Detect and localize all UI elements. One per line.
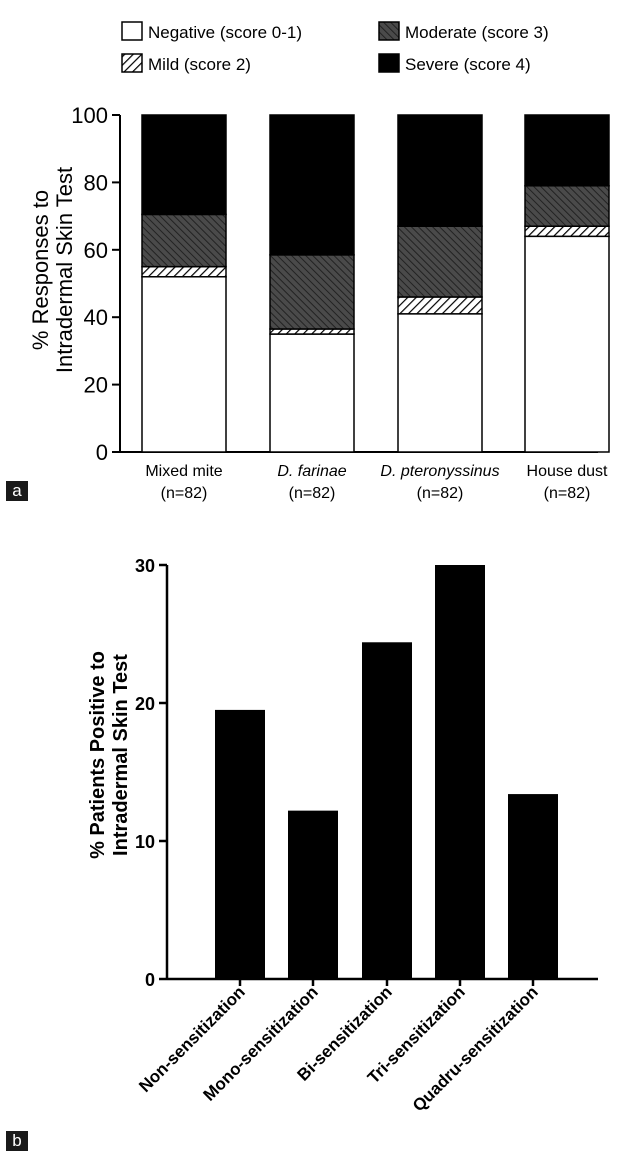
chart-a-category-n: (n=82) xyxy=(161,485,208,502)
chart-a-category-label: House dust xyxy=(527,463,608,480)
chart-a-category-label: D. farinae xyxy=(277,463,346,480)
chart-a-y-tick-label: 100 xyxy=(71,103,108,128)
chart-a-category-n: (n=82) xyxy=(289,485,336,502)
panel-b-label: b xyxy=(6,1131,28,1151)
chart-b-y-tick-label: 0 xyxy=(145,970,155,990)
chart-b-bar xyxy=(215,709,265,979)
chart-b-bar xyxy=(288,810,338,979)
chart-a-y-tick-label: 20 xyxy=(84,373,108,398)
chart-a-bar-segment xyxy=(397,114,483,227)
panel-a-label: a xyxy=(6,481,28,501)
chart-a-bars xyxy=(141,114,610,453)
chart-a-legend-swatch xyxy=(378,21,400,41)
chart-a-legend-swatch xyxy=(121,53,143,73)
chart-b-x-labels: Non-sensitizationMono-sensitizationBi-se… xyxy=(135,979,542,1115)
chart-b-bar xyxy=(362,642,412,979)
chart-a-category-label: Mixed mite xyxy=(145,463,222,480)
chart-a-x-labels: Mixed mite (n=82) D. farinae (n=82) D. ptero… xyxy=(145,463,608,502)
chart-a-y-tick-label: 80 xyxy=(84,170,108,195)
chart-b-ylabel-line-1: % Patients Positive to xyxy=(87,651,109,859)
chart-a-bar-segment xyxy=(524,114,610,187)
chart-a-legend-swatch xyxy=(378,53,400,73)
chart-a-legend-label: Moderate (score 3) xyxy=(405,23,549,42)
chart-b-y-tick-label: 10 xyxy=(135,832,155,852)
chart-a-y-tick-label: 60 xyxy=(84,238,108,263)
chart-b-bar xyxy=(508,794,558,979)
chart-a-bar-segment xyxy=(397,313,483,453)
chart-a-bar-segment xyxy=(524,235,610,453)
chart-b-category-label: Quadru-sensitization xyxy=(409,982,542,1115)
chart-a-bar-segment xyxy=(269,328,355,335)
chart-a-ylabel-line-1: % Responses to xyxy=(28,190,53,350)
chart-a-legend-label: Severe (score 4) xyxy=(405,55,531,74)
chart-a-bar-segment xyxy=(269,114,355,256)
chart-b-bars xyxy=(215,565,558,979)
chart-a-bar-segment xyxy=(524,185,610,227)
chart-a-category-label: D. pteronyssinus xyxy=(380,463,499,480)
chart-a-ylabel-line-2: Intradermal Skin Test xyxy=(52,167,77,373)
chart-b-y-tick-label: 30 xyxy=(135,556,155,576)
chart-a-bar-segment xyxy=(141,276,227,453)
chart-a-legend: Negative (score 0-1) Mild (score 2) Modera… xyxy=(121,21,549,74)
chart-a-bar-segment xyxy=(269,254,355,330)
chart-a-category-n: (n=82) xyxy=(544,485,591,502)
chart-a-bar-segment xyxy=(141,265,227,278)
chart-a-bar-segment xyxy=(397,225,483,298)
chart-a-y-tick-label: 0 xyxy=(96,440,108,465)
chart-a-responses: Negative (score 0-1) Mild (score 2) Modera… xyxy=(28,21,610,502)
chart-b-sensitization: % Patients Positive to Intradermal Skin … xyxy=(87,556,598,1115)
chart-a-legend-label: Negative (score 0-1) xyxy=(148,23,302,42)
chart-a-y-tick-label: 40 xyxy=(84,305,108,330)
chart-b-bar xyxy=(435,565,485,979)
chart-a-bar-segment xyxy=(524,225,610,238)
chart-a-legend-label: Mild (score 2) xyxy=(148,55,251,74)
chart-a-category-n: (n=82) xyxy=(417,485,464,502)
chart-b-y-tick-label: 20 xyxy=(135,694,155,714)
chart-a-bar-segment xyxy=(141,114,227,216)
chart-a-bar-segment xyxy=(269,333,355,453)
chart-b-ylabel-line-2: Intradermal Skin Test xyxy=(110,654,132,856)
chart-a-bar-segment xyxy=(141,213,227,268)
chart-a-bar-segment xyxy=(397,296,483,315)
chart-a-legend-swatch xyxy=(121,21,143,41)
